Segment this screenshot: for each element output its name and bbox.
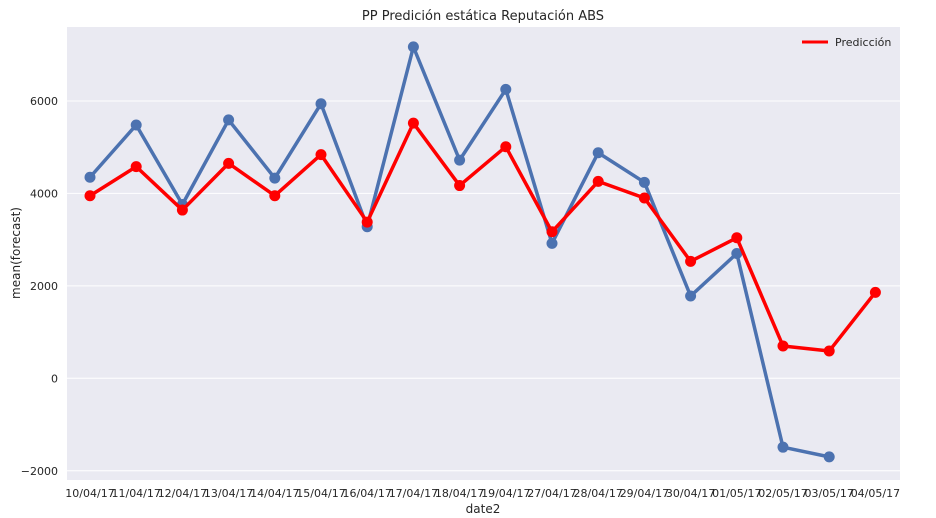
data-point <box>823 345 835 357</box>
y-tick-labels: −2000 0 2000 4000 6000 <box>21 95 58 478</box>
series-line-1 <box>89 121 877 353</box>
data-point <box>315 98 327 110</box>
x-tick-label: 12/04/17 <box>158 487 207 500</box>
x-tick-label: 10/04/17 <box>65 487 114 500</box>
series-1 <box>84 117 881 357</box>
x-axis-label: date2 <box>466 502 501 516</box>
data-point <box>315 149 327 161</box>
grid-lines <box>67 100 900 472</box>
x-tick-label: 02/05/17 <box>758 487 807 500</box>
data-point <box>269 190 281 202</box>
y-tick-label: 4000 <box>30 187 58 200</box>
data-point <box>223 157 235 169</box>
x-tick-label: 17/04/17 <box>389 487 438 500</box>
x-tick-label: 03/05/17 <box>804 487 853 500</box>
x-tick-label: 28/04/17 <box>573 487 622 500</box>
data-point <box>546 237 558 249</box>
y-tick-label: 0 <box>51 372 58 385</box>
data-point <box>130 161 142 173</box>
data-point <box>130 119 142 131</box>
data-point <box>176 204 188 216</box>
data-point <box>84 171 96 183</box>
data-point <box>546 226 558 238</box>
data-point <box>84 190 96 202</box>
x-tick-label: 18/04/17 <box>435 487 484 500</box>
x-tick-label: 01/05/17 <box>712 487 761 500</box>
x-tick-label: 11/04/17 <box>111 487 160 500</box>
x-tick-label: 27/04/17 <box>527 487 576 500</box>
data-point <box>592 175 604 187</box>
data-point <box>638 176 650 188</box>
data-point <box>731 248 743 259</box>
data-point <box>777 441 789 453</box>
series-layer <box>84 41 881 463</box>
plot-background <box>67 27 900 480</box>
data-point <box>731 232 743 244</box>
data-point <box>500 83 512 95</box>
x-tick-label: 16/04/17 <box>342 487 391 500</box>
data-point <box>223 114 235 126</box>
data-point <box>361 216 373 228</box>
data-point <box>823 451 835 463</box>
data-point <box>777 340 789 352</box>
data-point <box>685 255 697 267</box>
legend-label-prediccion: Predicción <box>835 36 891 49</box>
y-tick-label: 2000 <box>30 280 58 293</box>
y-axis-label: mean(forecast) <box>9 207 23 299</box>
chart-title: PP Predición estática Reputación ABS <box>362 9 604 24</box>
x-tick-label: 29/04/17 <box>620 487 669 500</box>
x-tick-label: 04/05/17 <box>851 487 900 500</box>
data-point <box>592 147 604 159</box>
x-tick-label: 15/04/17 <box>296 487 345 500</box>
x-tick-label: 30/04/17 <box>666 487 715 500</box>
x-tick-label: 14/04/17 <box>250 487 299 500</box>
data-point <box>869 286 881 298</box>
data-point <box>269 172 281 184</box>
data-point <box>638 192 650 204</box>
data-point <box>454 180 466 192</box>
data-point <box>407 117 419 129</box>
data-point <box>407 41 419 53</box>
x-tick-labels: 10/04/1711/04/1712/04/1713/04/1714/04/17… <box>65 487 900 500</box>
data-point <box>500 141 512 153</box>
data-point <box>685 290 697 302</box>
x-tick-label: 13/04/17 <box>204 487 253 500</box>
y-tick-label: 6000 <box>30 95 58 108</box>
legend: Predicción <box>802 36 891 49</box>
y-tick-label: −2000 <box>21 465 58 478</box>
x-tick-label: 19/04/17 <box>481 487 530 500</box>
data-point <box>454 154 466 166</box>
